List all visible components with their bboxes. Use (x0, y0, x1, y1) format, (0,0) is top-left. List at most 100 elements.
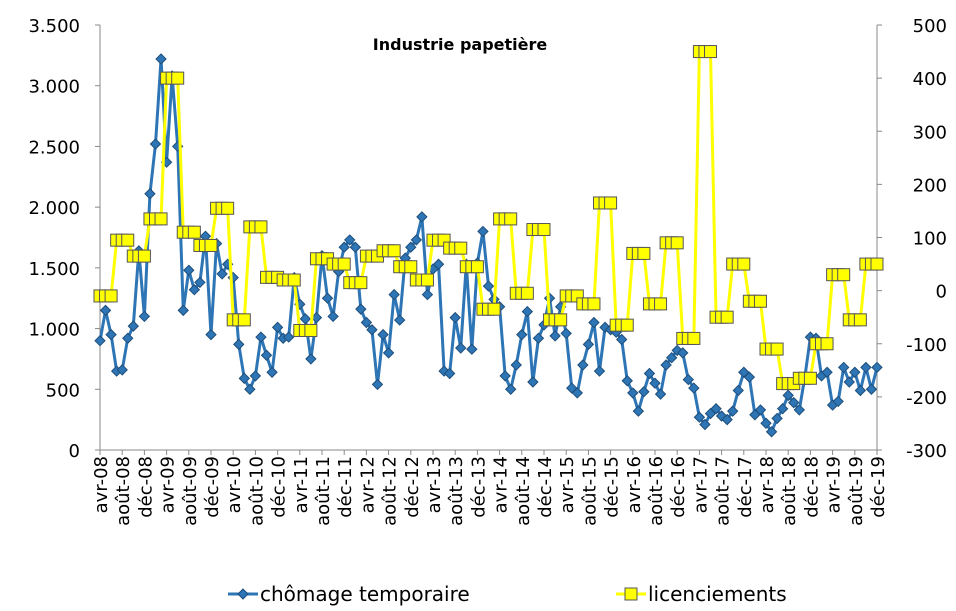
point (837, 361, 850, 374)
point (338, 241, 350, 253)
point (260, 349, 273, 361)
point (687, 331, 701, 345)
point (643, 367, 656, 380)
y-tick-label: 2.500 (28, 137, 80, 158)
point (582, 338, 595, 351)
point (255, 331, 267, 343)
point (788, 396, 800, 409)
y-tick-label: 3.000 (28, 77, 80, 98)
point (421, 288, 434, 301)
point (654, 388, 667, 400)
point (803, 371, 817, 385)
point (287, 273, 301, 287)
point (266, 366, 278, 378)
point (499, 370, 511, 382)
point (366, 324, 378, 336)
point (760, 417, 772, 429)
point (144, 188, 156, 200)
x-tick-label: déc-14 (535, 456, 556, 518)
point (171, 71, 185, 85)
point (620, 318, 634, 332)
point (177, 304, 189, 317)
y-tick-label: 500 (46, 380, 80, 401)
point (371, 378, 384, 391)
y2-tick-label: 0 (936, 282, 947, 303)
point (405, 241, 417, 253)
point (116, 364, 128, 376)
y2-tick-label: -200 (906, 388, 947, 409)
point (754, 404, 767, 416)
point (354, 276, 368, 290)
point (449, 311, 461, 324)
y2-tick-label: 500 (913, 16, 947, 37)
point (688, 382, 700, 394)
y2-tick-label: 200 (913, 175, 947, 196)
point (443, 367, 456, 380)
point (188, 284, 201, 296)
point (504, 383, 517, 395)
point (237, 313, 251, 327)
x-tick-label: août-15 (579, 456, 600, 526)
x-tick-label: avr-16 (624, 456, 645, 513)
x-tick-label: août-13 (446, 456, 467, 526)
point (588, 316, 600, 329)
point (571, 387, 584, 399)
point (593, 365, 606, 377)
point (726, 405, 739, 417)
x-tick-label: avr-08 (91, 456, 112, 513)
x-tick-label: déc-19 (868, 456, 889, 518)
point (455, 342, 467, 354)
point (821, 366, 833, 378)
point (205, 328, 217, 341)
x-tick-label: avr-09 (158, 456, 179, 513)
point (793, 404, 806, 416)
x-tick-label: avr-18 (757, 456, 778, 513)
x-tick-label: avr-13 (424, 456, 445, 513)
point (454, 241, 468, 255)
point (843, 376, 855, 388)
point (94, 335, 106, 347)
point (753, 294, 767, 308)
point (155, 53, 167, 65)
point (532, 332, 545, 344)
point (627, 387, 639, 399)
point (327, 310, 339, 323)
point (871, 361, 883, 374)
x-tick-label: déc-09 (202, 456, 223, 518)
series-line (100, 50, 877, 386)
x-tick-label: août-08 (113, 456, 134, 526)
point (194, 276, 206, 289)
point (238, 372, 251, 385)
point (671, 344, 683, 357)
point (121, 233, 135, 247)
x-tick-label: août-18 (779, 456, 800, 526)
point (504, 212, 518, 226)
point (344, 234, 356, 246)
x-tick-label: août-17 (713, 456, 734, 526)
point (654, 297, 668, 311)
y2-tick-label: -300 (906, 441, 947, 462)
point (337, 257, 351, 271)
point (693, 411, 706, 423)
x-tick-label: août-16 (646, 456, 667, 526)
point (560, 327, 572, 340)
x-tick-label: déc-12 (402, 456, 423, 518)
point (665, 352, 678, 364)
x-tick-label: avr-11 (291, 456, 312, 513)
point (820, 337, 834, 351)
x-tick-label: déc-10 (269, 456, 290, 518)
y2-tick-label: 400 (913, 69, 947, 90)
point (233, 338, 245, 351)
point (527, 376, 539, 388)
point (865, 383, 878, 395)
x-tick-label: déc-17 (735, 456, 756, 518)
point (416, 211, 428, 223)
y2-tick-label: -100 (906, 335, 947, 356)
y-tick-label: 2.000 (28, 198, 80, 219)
point (271, 321, 284, 334)
x-tick-label: déc-18 (801, 456, 822, 518)
y-tick-label: 0 (69, 441, 80, 462)
x-tick-label: déc-08 (135, 456, 156, 518)
point (677, 347, 689, 359)
point (554, 313, 568, 327)
